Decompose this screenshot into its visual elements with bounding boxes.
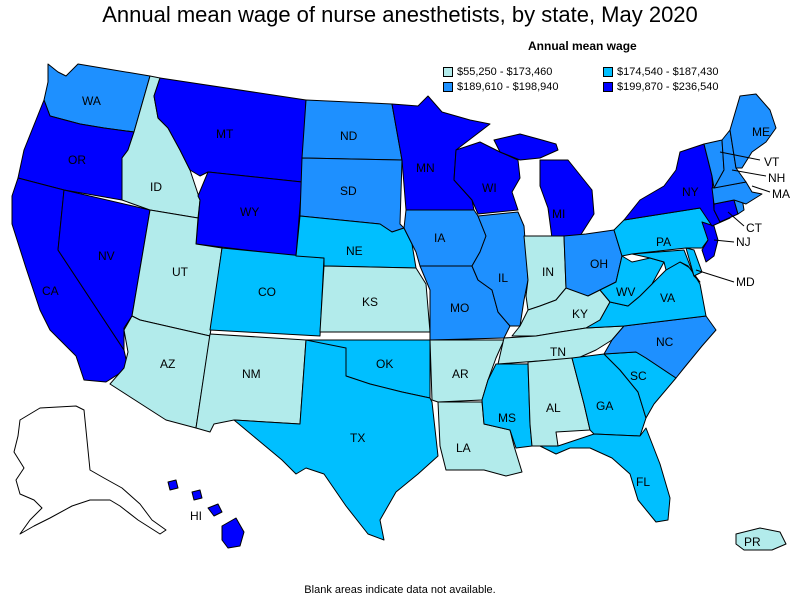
- state-hi-oahu[interactable]: [191, 489, 203, 501]
- legend-swatch: [603, 67, 613, 77]
- state-label-ut: UT: [172, 265, 189, 279]
- footnote: Blank areas indicate data not available.: [304, 584, 496, 596]
- state-label-ia: IA: [434, 231, 445, 245]
- state-label-nv: NV: [98, 249, 115, 263]
- state-label-wi: WI: [482, 181, 497, 195]
- state-label-ms: MS: [498, 411, 516, 425]
- leader-line-md: [695, 269, 735, 283]
- state-label-md: MD: [736, 275, 755, 289]
- state-label-ks: KS: [362, 295, 378, 309]
- state-label-vt: VT: [764, 155, 780, 169]
- leader-line-nh: [731, 169, 767, 177]
- legend-swatch: [603, 82, 613, 92]
- state-ak[interactable]: [13, 405, 167, 535]
- state-hi-big[interactable]: [221, 517, 245, 549]
- leader-line-ma: [751, 185, 771, 193]
- state-label-wy: WY: [240, 205, 259, 219]
- state-label-nj: NJ: [736, 235, 751, 249]
- state-label-or: OR: [68, 153, 86, 167]
- state-label-ma: MA: [772, 187, 790, 201]
- state-label-ar: AR: [452, 367, 469, 381]
- state-label-wa: WA: [82, 94, 101, 108]
- legend-item-tier-2: $174,540 - $187,430: [603, 66, 719, 78]
- state-nc[interactable]: [603, 315, 717, 379]
- state-label-me: ME: [752, 125, 770, 139]
- legend-label: $189,610 - $198,940: [457, 81, 559, 93]
- state-label-id: ID: [150, 180, 162, 194]
- state-hi-kauai[interactable]: [167, 479, 179, 491]
- legend-label: $174,540 - $187,430: [617, 66, 719, 78]
- state-label-ky: KY: [572, 307, 588, 321]
- state-label-ct: CT: [746, 221, 763, 235]
- state-label-va: VA: [660, 291, 675, 305]
- state-label-pr: PR: [744, 535, 761, 549]
- state-label-ne: NE: [346, 244, 363, 258]
- state-tx[interactable]: [233, 339, 439, 541]
- state-label-ny: NY: [682, 185, 699, 199]
- leader-line-ct: [727, 211, 745, 227]
- state-label-hi: HI: [190, 509, 202, 523]
- state-mi-upper[interactable]: [493, 133, 559, 161]
- state-label-nm: NM: [242, 367, 261, 381]
- state-mi[interactable]: [539, 159, 595, 239]
- state-hi-maui[interactable]: [207, 503, 223, 517]
- state-label-fl: FL: [636, 475, 650, 489]
- state-label-nc: NC: [656, 335, 674, 349]
- state-label-az: AZ: [160, 357, 175, 371]
- state-label-sd: SD: [340, 184, 357, 198]
- state-label-il: IL: [498, 271, 508, 285]
- legend-item-tier-4: $199,870 - $236,540: [603, 81, 719, 93]
- state-ne[interactable]: [295, 215, 417, 269]
- state-wi[interactable]: [453, 141, 521, 215]
- legend-label: $55,250 - $173,460: [457, 66, 553, 78]
- state-label-wv: WV: [616, 285, 635, 299]
- state-label-pa: PA: [656, 235, 671, 249]
- state-co[interactable]: [209, 247, 325, 337]
- state-label-la: LA: [456, 441, 471, 455]
- legend-label: $199,870 - $236,540: [617, 81, 719, 93]
- state-label-ca: CA: [42, 284, 59, 298]
- state-label-in: IN: [542, 265, 554, 279]
- state-label-mi: MI: [552, 207, 565, 221]
- state-label-ok: OK: [376, 357, 393, 371]
- legend-item-tier-1: $55,250 - $173,460: [443, 66, 552, 78]
- state-nj[interactable]: [701, 221, 719, 263]
- state-ma[interactable]: [711, 181, 763, 205]
- state-label-tx: TX: [350, 431, 365, 445]
- state-label-oh: OH: [590, 257, 608, 271]
- state-label-mn: MN: [416, 161, 435, 175]
- state-nm[interactable]: [195, 333, 307, 433]
- state-me[interactable]: [729, 93, 777, 169]
- legend-swatch: [443, 82, 453, 92]
- state-ks[interactable]: [319, 265, 431, 333]
- legend-title: Annual mean wage: [528, 39, 637, 53]
- state-label-mo: MO: [450, 301, 469, 315]
- state-label-nd: ND: [340, 129, 358, 143]
- state-label-co: CO: [258, 285, 276, 299]
- legend-swatch: [443, 67, 453, 77]
- state-fl[interactable]: [539, 427, 671, 523]
- state-label-mt: MT: [216, 127, 234, 141]
- map-title: Annual mean wage of nurse anesthetists, …: [102, 2, 698, 27]
- leader-line-nj: [713, 239, 735, 243]
- state-label-ga: GA: [596, 399, 613, 413]
- state-pr[interactable]: [735, 527, 787, 551]
- state-label-sc: SC: [630, 369, 647, 383]
- leader-line-vt: [719, 151, 761, 161]
- legend-item-tier-3: $189,610 - $198,940: [443, 81, 559, 93]
- state-az[interactable]: [109, 315, 211, 429]
- state-label-al: AL: [546, 401, 561, 415]
- state-label-nh: NH: [768, 171, 785, 185]
- state-il[interactable]: [471, 211, 529, 327]
- state-md[interactable]: [631, 249, 701, 283]
- state-label-tn: TN: [550, 345, 566, 359]
